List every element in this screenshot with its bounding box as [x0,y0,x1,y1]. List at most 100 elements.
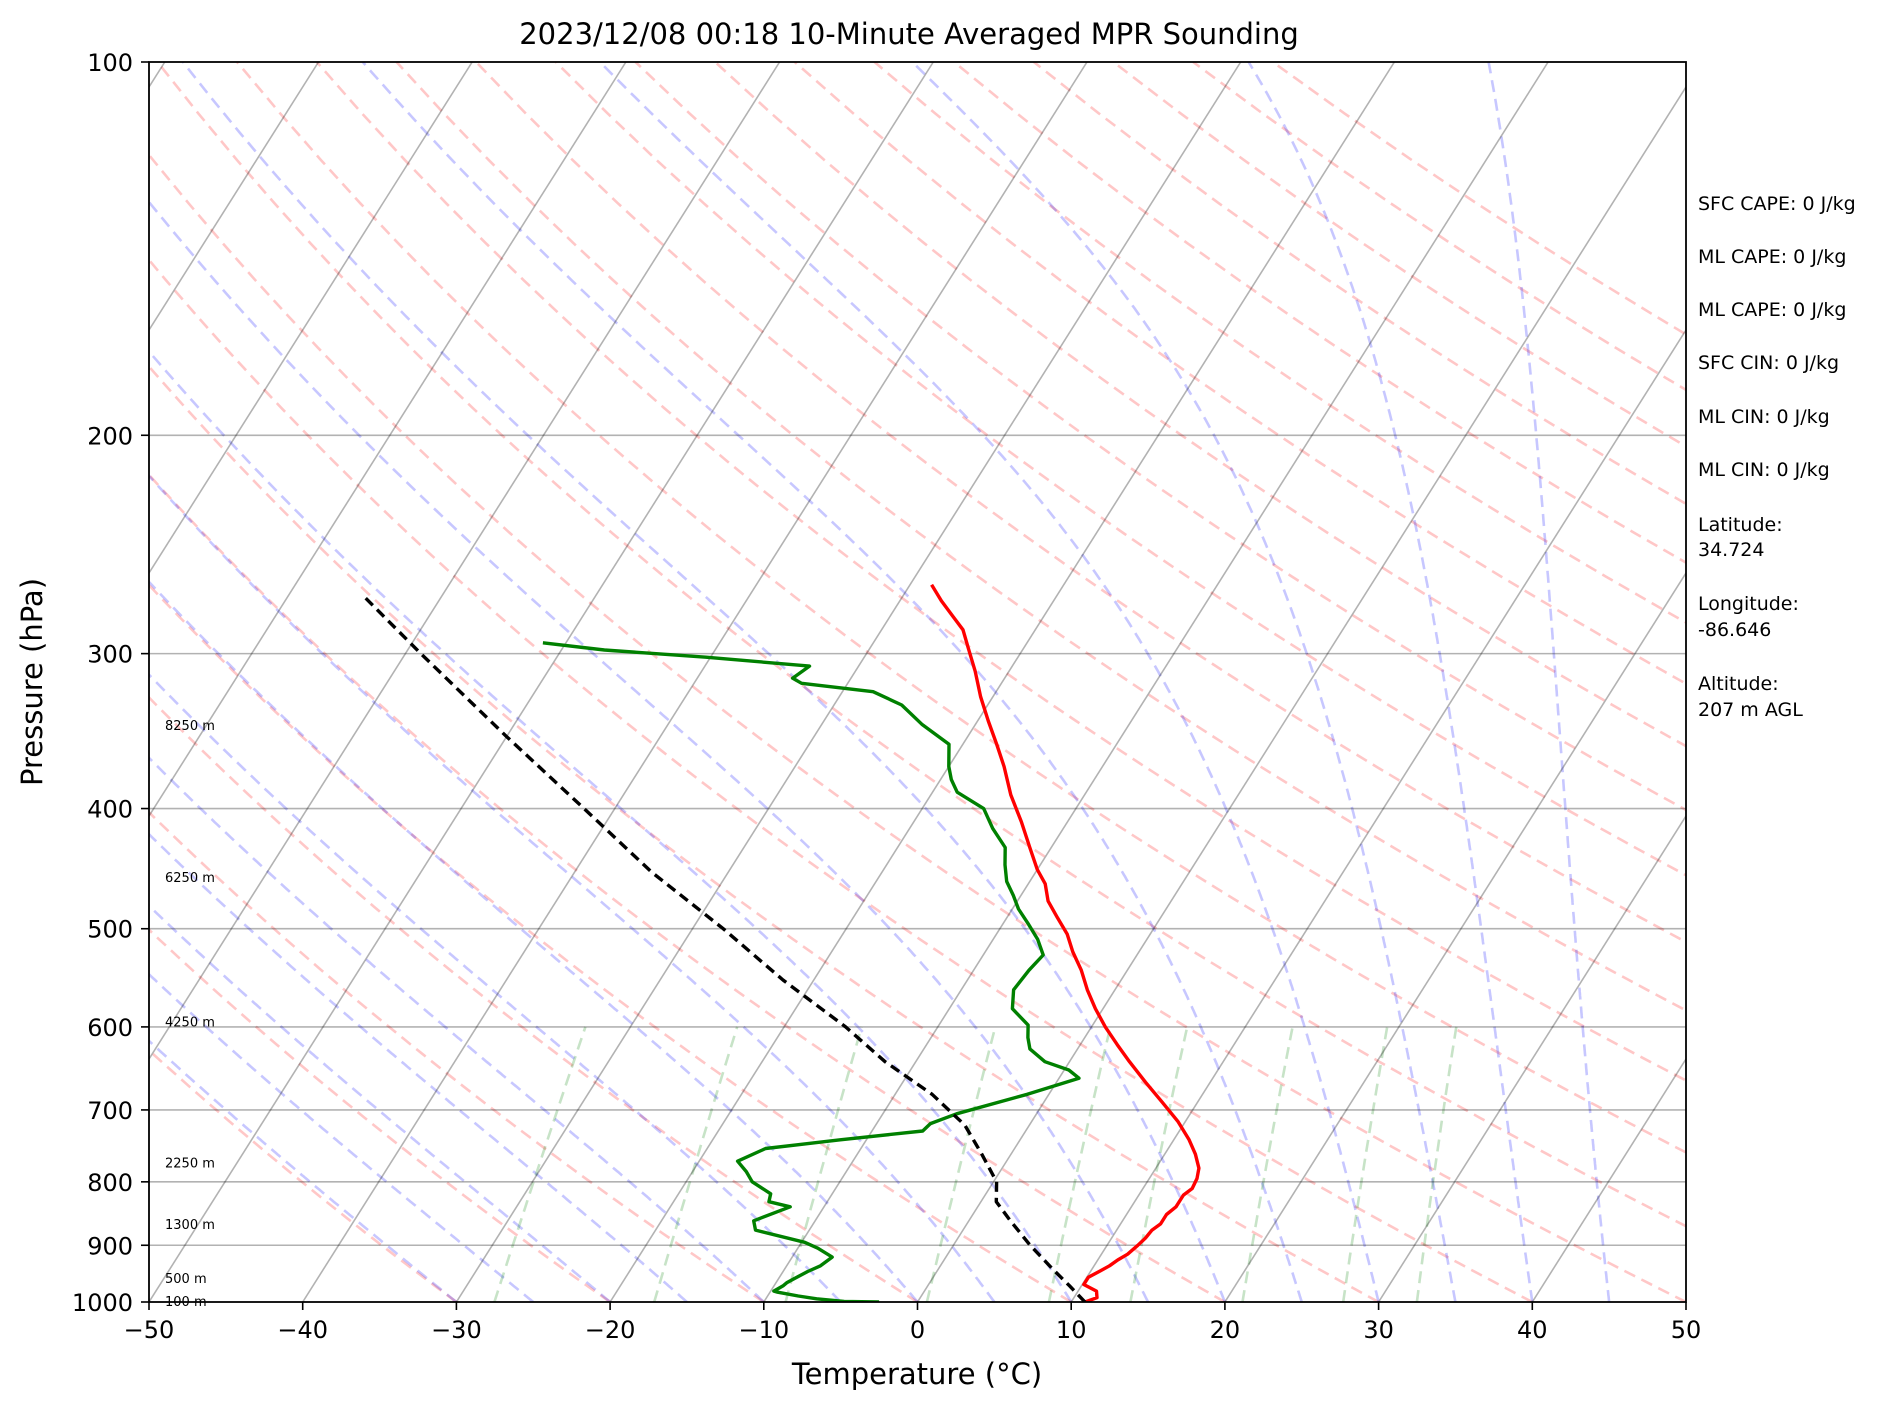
dry-adiabat [149,1048,458,1302]
moist-adiabat [149,473,996,1302]
x-tick-label: 40 [1517,1316,1548,1344]
y-tick-label: 1000 [72,1289,133,1317]
altitude-label: Altitude: [1698,673,1779,695]
x-tick-label: −10 [738,1316,789,1344]
moist-adiabat [149,580,919,1302]
x-axis-label: Temperature (°C) [791,1357,1042,1391]
sfc-cape-text: SFC CAPE: 0 J/kg [1698,193,1856,215]
grid [149,434,1686,1247]
latitude-label: Latitude: [1698,514,1783,536]
dry-adiabat [149,364,1380,1302]
info-panel: SFC CAPE: 0 J/kg ML CAPE: 0 J/kg ML CAPE… [1698,193,1856,721]
dry-adiabat [315,62,1686,1082]
mixing-ratio-line [652,1026,739,1302]
moist-adiabat [361,62,1304,1302]
dry-adiabat [149,257,1533,1302]
isotherm [1531,1057,1686,1302]
height-labels: 100 m 500 m 1300 m 2250 m 4250 m 6250 m 8250 m [165,719,215,1310]
moist-adiabat [599,62,1380,1302]
isotherm [149,62,934,1302]
x-tick-label: −40 [277,1316,328,1344]
height-label: 6250 m [165,871,215,886]
height-label: 2250 m [165,1156,215,1171]
isotherm [1377,814,1686,1302]
isotherm [609,62,1396,1302]
isotherm [149,62,627,818]
height-label: 100 m [165,1295,207,1310]
mixing-ratio-line [925,1026,997,1302]
ml-cape-text: ML CAPE: 0 J/kg [1698,246,1846,268]
moist-adiabat [149,1039,458,1302]
moist-adiabat [911,62,1457,1302]
moist-adiabat [149,349,1073,1302]
x-tick-label: −20 [585,1316,636,1344]
height-label: 1300 m [165,1218,215,1233]
sfc-cin-text: SFC CIN: 0 J/kg [1698,352,1839,374]
height-label: 500 m [165,1272,207,1287]
dewpoint-line [542,641,1081,1302]
x-axis: −50 −40 −30 −20 −10 0 10 20 30 40 50 [124,1302,1702,1344]
isotherm [1070,328,1686,1302]
x-tick-label: 0 [910,1316,925,1344]
y-tick-label: 400 [87,796,133,824]
mixing-ratio-line [493,1026,587,1302]
isotherm [916,85,1686,1302]
height-label: 4250 m [165,1015,215,1030]
longitude-value: -86.646 [1698,619,1771,641]
chart-title: 2023/12/08 00:18 10-Minute Averaged MPR … [519,17,1299,51]
ml-cape-text-2: ML CAPE: 0 J/kg [1698,299,1846,321]
dry-adiabat [149,152,1686,1302]
dry-adiabat [873,62,1686,625]
ml-cin-text-2: ML CIN: 0 J/kg [1698,459,1830,481]
mixing-ratio-line [1129,1026,1189,1302]
x-tick-label: 10 [1056,1316,1087,1344]
x-tick-label: 30 [1363,1316,1394,1344]
ml-cin-text: ML CIN: 0 J/kg [1698,406,1830,428]
isotherm [1224,571,1686,1302]
y-tick-label: 900 [87,1232,133,1260]
height-label: 8250 m [165,719,215,734]
moist-adiabat [149,972,535,1302]
y-tick-label: 300 [87,641,133,669]
dry-adiabat [149,810,765,1302]
moist-adiabat [1247,62,1534,1302]
x-tick-label: 50 [1671,1316,1702,1344]
moist-adiabat [149,832,688,1302]
mixing-ratio-line [1241,1026,1294,1302]
x-tick-label: −50 [124,1316,175,1344]
mixing-ratio-line [784,1026,863,1302]
dry-adiabat [149,583,1072,1302]
dry-adiabat [149,472,1226,1302]
altitude-value: 207 m AGL [1698,699,1803,721]
y-tick-label: 100 [87,49,133,77]
y-tick-label: 200 [87,422,133,450]
dry-adiabat [634,62,1686,812]
isotherm [302,62,1088,1302]
isotherm [149,62,473,575]
moist-adiabat [149,904,611,1302]
mixing-ratio-line [1341,1026,1389,1302]
y-tick-label: 600 [87,1014,133,1042]
sounding-traces [363,583,1201,1302]
y-tick-label: 500 [87,916,133,944]
isotherm [149,62,781,1061]
x-tick-label: −30 [431,1316,482,1344]
dry-adiabat [793,62,1686,686]
y-tick-label: 800 [87,1169,133,1197]
isotherm [149,62,320,332]
x-tick-label: 20 [1210,1316,1241,1344]
latitude-value: 34.724 [1698,539,1764,561]
y-axis: 100 200 300 400 500 600 700 800 900 1000 [72,49,149,1317]
parcel-profile-line [363,595,1087,1302]
dry-adiabat [395,62,1686,1012]
dry-adiabat [149,695,919,1302]
isotherm [455,62,1242,1302]
dry-adiabat [953,62,1686,565]
dry-adiabat [149,928,611,1302]
dry-adiabat [554,62,1686,877]
moist-adiabat [149,672,842,1302]
longitude-label: Longitude: [1698,593,1799,615]
moist-adiabat [181,62,1227,1302]
mixing-ratio-line [1415,1026,1458,1302]
